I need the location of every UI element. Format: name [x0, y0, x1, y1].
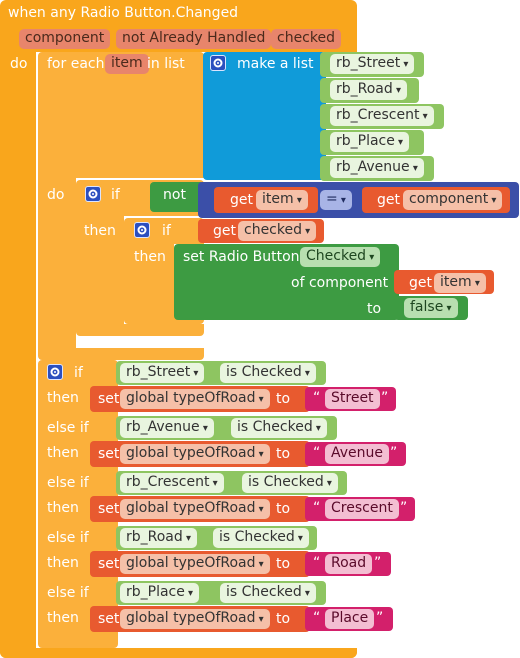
text-value-avenue[interactable]: Avenue	[325, 444, 390, 464]
text-value-crescent[interactable]: Crescent	[325, 499, 399, 519]
text-close-quote-avenue: ”	[390, 445, 398, 461]
set-global-var-crescent[interactable]: global typeOfRoad	[120, 499, 270, 519]
event-block-bottom	[0, 648, 357, 658]
nested-if-gear-icon[interactable]	[134, 222, 150, 238]
set-global-var-road[interactable]: global typeOfRoad	[120, 554, 270, 574]
list-item-rb-avenue-dropdown[interactable]: rb_Avenue	[330, 158, 424, 178]
chain-then-label-0: then	[47, 390, 79, 406]
get-item-var-dropdown[interactable]: item	[256, 190, 308, 210]
of-component-label: of component	[291, 275, 389, 291]
text-open-quote-road: “	[313, 555, 321, 571]
list-item-rb-street-dropdown[interactable]: rb_Street	[330, 54, 415, 74]
list-item-rb-crescent-dropdown[interactable]: rb_Crescent	[330, 106, 434, 126]
event-do-label: do	[10, 56, 28, 72]
text-open-quote-avenue: “	[313, 445, 321, 461]
set-to-label-crescent: to	[276, 501, 291, 517]
foreach-label: for each	[47, 56, 105, 72]
text-open-quote-crescent: “	[313, 500, 321, 516]
inner-if-gear-icon[interactable]	[85, 186, 101, 202]
is-checked-prop-place[interactable]: is Checked	[220, 583, 316, 603]
event-param-checked[interactable]: checked	[271, 29, 341, 49]
set-label-avenue: set	[98, 446, 120, 462]
event-param-component[interactable]: component	[19, 29, 111, 49]
is-checked-prop-street[interactable]: is Checked	[220, 363, 316, 383]
set-label-street: set	[98, 391, 120, 407]
is-checked-component-place[interactable]: rb_Place	[120, 583, 200, 603]
event-param-not-already-handled[interactable]: not Already Handled	[116, 29, 272, 49]
list-item-rb-road-dropdown[interactable]: rb_Road	[330, 80, 407, 100]
make-list-label: make a list	[237, 56, 314, 72]
set-label-place: set	[98, 611, 120, 627]
chain-if-label: if	[74, 365, 83, 381]
text-open-quote-place: “	[313, 610, 321, 626]
set-label-crescent: set	[98, 501, 120, 517]
is-checked-component-avenue[interactable]: rb_Avenue	[120, 418, 214, 438]
false-value-dropdown[interactable]: false	[404, 298, 458, 318]
text-close-quote-place: ”	[376, 610, 384, 626]
foreach-do-label: do	[47, 187, 65, 203]
foreach-in-list-label: in list	[147, 56, 185, 72]
foreach-var-item[interactable]: item	[105, 54, 149, 74]
event-title: when any Radio Button.Changed	[8, 5, 239, 21]
get-checked-var-dropdown[interactable]: checked	[238, 221, 317, 241]
chain-then-label-1: then	[47, 445, 79, 461]
chain-gear-icon[interactable]	[47, 364, 63, 380]
set-to-label-place: to	[276, 611, 291, 627]
text-open-quote-street: “	[313, 390, 321, 406]
chain-elseif-label-2: else if	[47, 475, 89, 491]
get-item2-get-label: get	[409, 275, 432, 291]
is-checked-component-street[interactable]: rb_Street	[120, 363, 205, 383]
text-close-quote-crescent: ”	[400, 500, 408, 516]
chain-elseif-label-1: else if	[47, 420, 89, 436]
get-component-var-dropdown[interactable]: component	[403, 190, 503, 210]
is-checked-prop-crescent[interactable]: is Checked	[242, 473, 338, 493]
nested-if-label: if	[162, 223, 171, 239]
set-radio-prop-dropdown[interactable]: Checked	[300, 247, 381, 267]
set-to-label-road: to	[276, 556, 291, 572]
chain-elseif-label-3: else if	[47, 530, 89, 546]
chain-then-label-4: then	[47, 610, 79, 626]
not-block[interactable]	[150, 182, 204, 212]
list-item-rb-place-dropdown[interactable]: rb_Place	[330, 132, 410, 152]
text-close-quote-road: ”	[374, 555, 382, 571]
text-close-quote-street: ”	[381, 390, 389, 406]
set-global-var-place[interactable]: global typeOfRoad	[120, 609, 270, 629]
text-value-place[interactable]: Place	[325, 609, 375, 629]
text-value-street[interactable]: Street	[325, 389, 380, 409]
set-label-road: set	[98, 556, 120, 572]
set-global-var-avenue[interactable]: global typeOfRoad	[120, 444, 270, 464]
set-to-label-avenue: to	[276, 446, 291, 462]
make-list-gear-icon[interactable]	[210, 55, 226, 71]
inner-if-label: if	[111, 187, 120, 203]
get-checked-get-label: get	[213, 223, 236, 239]
make-list-block[interactable]	[203, 52, 326, 180]
set-global-var-street[interactable]: global typeOfRoad	[120, 389, 270, 409]
get-item-get-label: get	[230, 192, 253, 208]
is-checked-component-crescent[interactable]: rb_Crescent	[120, 473, 224, 493]
chain-then-label-2: then	[47, 500, 79, 516]
nested-then-label: then	[134, 249, 166, 265]
not-label: not	[163, 187, 186, 203]
get-item2-var-dropdown[interactable]: item	[434, 273, 486, 293]
is-checked-prop-avenue[interactable]: is Checked	[231, 418, 327, 438]
compare-operator-dropdown[interactable]: =	[320, 190, 352, 210]
set-radio-checked-label: set Radio Button.	[183, 249, 304, 265]
to-label-inner: to	[367, 301, 382, 317]
chain-then-label-3: then	[47, 555, 79, 571]
get-component-get-label: get	[377, 192, 400, 208]
is-checked-prop-road[interactable]: is Checked	[213, 528, 309, 548]
inner-if-then-label: then	[84, 223, 116, 239]
set-to-label-street: to	[276, 391, 291, 407]
chain-elseif-label-4: else if	[47, 585, 89, 601]
text-value-road[interactable]: Road	[325, 554, 373, 574]
is-checked-component-road[interactable]: rb_Road	[120, 528, 197, 548]
